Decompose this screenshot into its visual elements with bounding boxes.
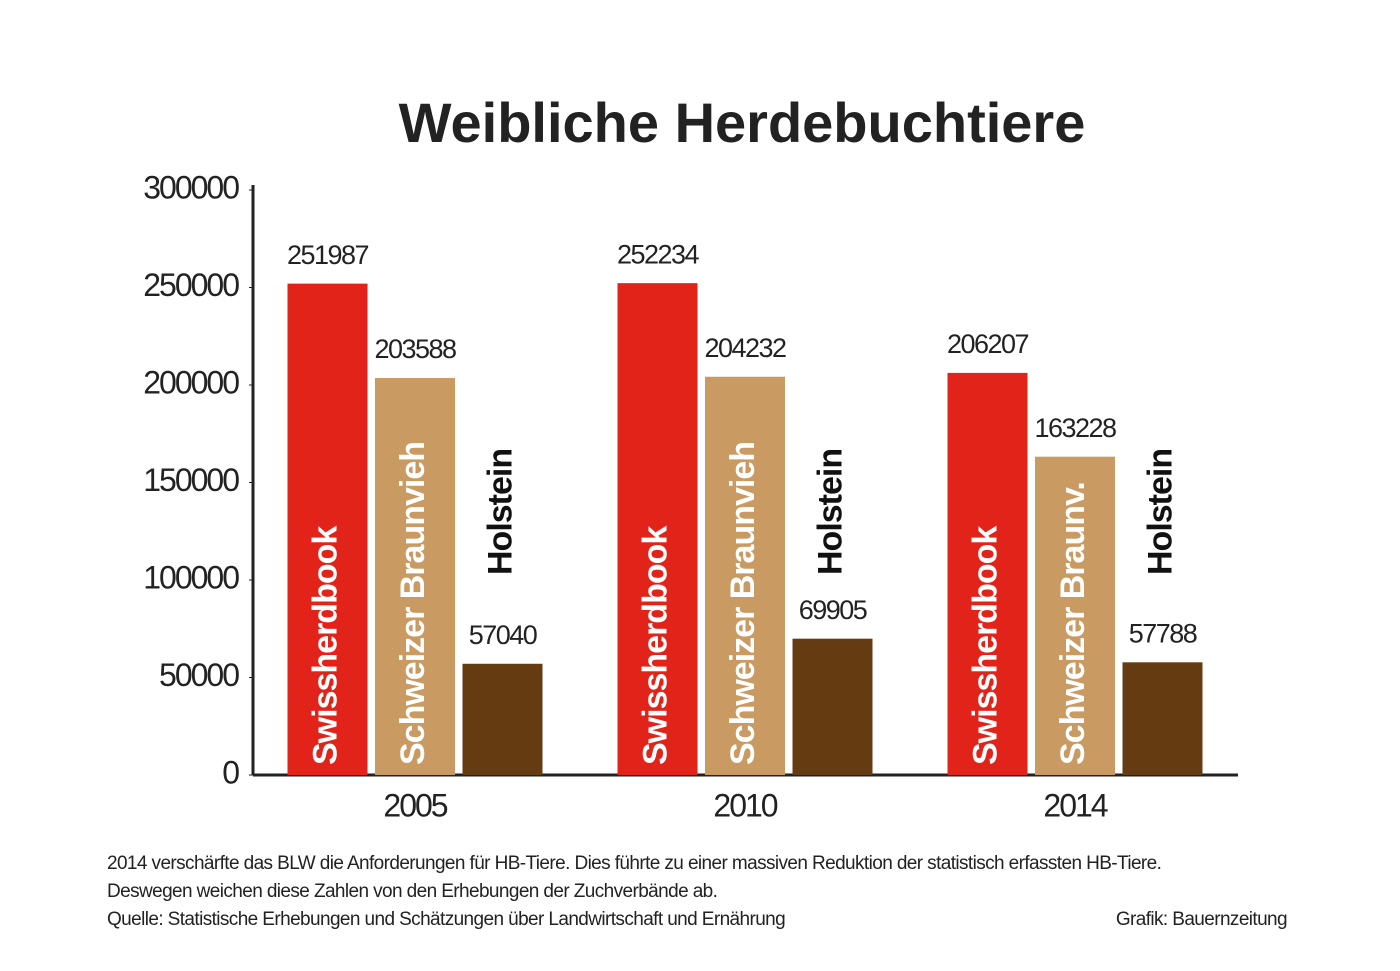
value-label: 204232 — [704, 333, 786, 363]
y-tick-label: 200000 — [143, 364, 239, 400]
bar-label: Holstein — [481, 449, 519, 575]
y-tick-label: 100000 — [143, 559, 239, 595]
bar-label: Schweizer Braunv. — [1054, 482, 1092, 765]
value-label: 57788 — [1129, 618, 1197, 648]
x-tick-label: 2005 — [383, 787, 447, 823]
bar-label: Swissherdbook — [966, 526, 1004, 765]
value-label: 252234 — [617, 239, 700, 269]
bar-label: Holstein — [811, 449, 849, 575]
source: Quelle: Statistische Erhebungen und Schä… — [107, 909, 785, 930]
bar — [617, 283, 698, 775]
note: 2014 verschärfte das BLW die Anforderung… — [107, 853, 1161, 874]
value-label: 251987 — [287, 240, 369, 270]
bar-label: Schweizer Braunvieh — [394, 442, 432, 765]
y-tick-label: 0 — [222, 754, 239, 790]
bar — [462, 663, 543, 775]
y-tick-label: 150000 — [143, 462, 239, 498]
y-tick-label: 300000 — [143, 169, 239, 205]
bar — [947, 372, 1028, 775]
value-label: 57040 — [469, 620, 537, 650]
bar-label: Schweizer Braunvieh — [724, 442, 762, 765]
bar — [705, 376, 785, 775]
bar — [287, 283, 368, 775]
bar — [375, 378, 455, 775]
credit: Grafik: Bauernzeitung — [1116, 909, 1287, 930]
value-label: 206207 — [947, 329, 1029, 359]
value-label: 69905 — [799, 595, 867, 625]
value-label: 203588 — [374, 334, 456, 364]
bar-label: Holstein — [1141, 449, 1179, 575]
y-tick-label: 50000 — [159, 657, 239, 693]
y-tick-label: 250000 — [143, 267, 239, 303]
x-tick-label: 2010 — [713, 787, 777, 823]
note: Deswegen weichen diese Zahlen von den Er… — [107, 881, 717, 902]
bar — [1122, 662, 1203, 775]
bar — [792, 638, 873, 775]
bar — [1035, 456, 1115, 775]
x-tick-label: 2014 — [1043, 787, 1107, 823]
bar-label: Swissherdbook — [306, 526, 344, 765]
bar-label: Swissherdbook — [636, 526, 674, 765]
value-label: 163228 — [1034, 413, 1116, 443]
chart-title: Weibliche Herdebuchtiere — [399, 91, 1086, 154]
